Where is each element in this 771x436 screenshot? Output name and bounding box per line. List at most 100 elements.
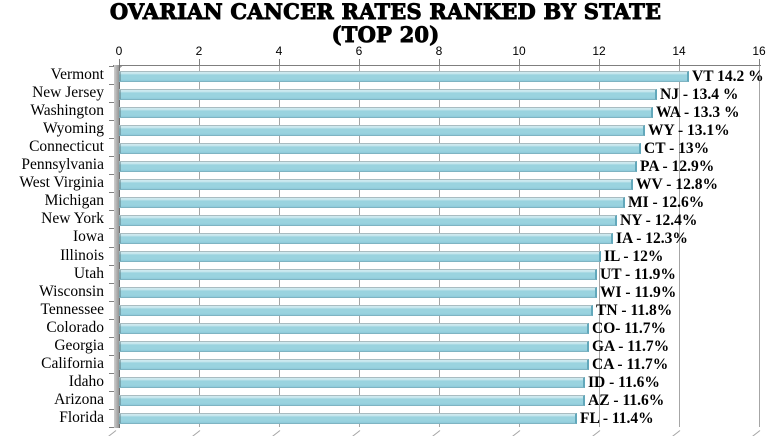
bar [119, 124, 645, 136]
y-tick-mark [109, 210, 114, 212]
category-label: Idaho [68, 372, 104, 390]
category-label: Colorado [46, 318, 104, 336]
bar-value-label: UT - 11.9% [600, 266, 676, 284]
bar [119, 70, 689, 82]
gridline-foot [591, 430, 601, 436]
x-tick-mark [599, 59, 600, 65]
chart-subtitle: (TOP 20) [331, 22, 440, 47]
bar-value-label: FL - 11.4% [580, 410, 654, 428]
bar-value-label: WV - 12.8% [636, 175, 718, 193]
category-label: Washington [30, 102, 104, 120]
x-tick-mark [439, 59, 440, 65]
gridline [591, 66, 601, 436]
bar [119, 160, 637, 172]
gridline-foot [671, 430, 681, 436]
y-tick-mark [109, 120, 114, 122]
y-tick-mark [109, 84, 114, 86]
y-tick-mark [109, 336, 114, 338]
plot-area [119, 66, 761, 436]
bar [119, 413, 577, 425]
category-label: Pennsylvania [21, 156, 104, 174]
y-tick-mark [109, 66, 114, 67]
gridline-foot [191, 430, 201, 436]
category-label: California [41, 354, 104, 372]
bar [119, 341, 589, 353]
gridline [191, 66, 201, 436]
gridline [351, 66, 361, 436]
y-tick-mark [109, 138, 114, 140]
gridline [751, 66, 761, 436]
category-labels: Vermont New Jersey Washington Wyoming Connec… [0, 66, 109, 427]
x-tick-label: 0 [115, 44, 123, 58]
gridline-foot [271, 430, 281, 436]
y-tick-mark [109, 282, 114, 284]
category-label: Illinois [60, 246, 104, 264]
gridline [511, 66, 521, 436]
bar-value-label: MI - 12.6% [628, 193, 705, 211]
category-label: Michigan [44, 192, 104, 210]
bar [119, 232, 613, 244]
bar [119, 287, 597, 299]
bar [119, 377, 585, 389]
category-label: West Virginia [19, 174, 104, 192]
bar [119, 359, 589, 371]
bar [119, 305, 593, 317]
gridline [271, 66, 281, 436]
gridline-foot [751, 430, 761, 436]
chart-title: OVARIAN CANCER RATES RANKED BY STATE [109, 0, 662, 24]
category-label: Iowa [73, 228, 104, 246]
bar [119, 196, 625, 208]
bar-value-label: TN - 11.8% [596, 302, 673, 320]
category-label: Arizona [54, 390, 104, 408]
bar-value-label: NJ - 13.4 % [660, 85, 739, 103]
category-label: Tennessee [40, 300, 104, 318]
x-axis-labels: 0 2 4 6 8 10 12 14 16 [115, 44, 766, 59]
x-tick-mark [279, 59, 280, 65]
y-axis-line [107, 65, 120, 436]
bar [119, 395, 585, 407]
x-tick-label: 4 [275, 44, 283, 58]
x-tick-label: 8 [435, 44, 443, 58]
x-tick-mark [519, 59, 520, 65]
category-label: Florida [59, 408, 104, 426]
y-tick-mark [109, 427, 114, 428]
category-label: Vermont [50, 66, 104, 83]
bar-value-label: WA - 13.3 % [656, 103, 740, 121]
bar-value-label: GA - 11.7% [592, 338, 670, 356]
bar [119, 323, 589, 335]
gridline [431, 66, 441, 436]
bar [119, 214, 617, 226]
x-tick-mark [359, 59, 360, 65]
x-tick-label: 12 [592, 44, 606, 58]
bar-value-label: AZ - 11.6% [588, 392, 665, 410]
chart-title-block: OVARIAN CANCER RATES RANKED BY STATE (TO… [0, 0, 771, 47]
y-tick-mark [109, 318, 114, 320]
y-tick-mark [109, 192, 114, 194]
bar [119, 106, 653, 118]
bar-value-label: CA - 11.7% [592, 356, 669, 374]
gridline-foot [511, 430, 521, 436]
x-axis-line [113, 59, 761, 72]
y-tick-mark [109, 102, 114, 104]
x-tick-label: 16 [752, 44, 766, 58]
y-tick-mark [109, 408, 114, 410]
gridline-foot [351, 430, 361, 436]
x-tick-mark [199, 59, 200, 65]
x-tick-mark [119, 59, 120, 65]
category-label: Wisconsin [39, 282, 104, 300]
category-label: Connecticut [29, 138, 104, 156]
bar-value-label: NY - 12.4% [620, 211, 698, 229]
y-tick-mark [109, 264, 114, 266]
category-label: Georgia [54, 336, 104, 354]
bar-value-label: CT - 13% [644, 139, 710, 157]
gridline-foot [431, 430, 441, 436]
x-tick-mark [679, 59, 680, 65]
y-tick-mark [109, 300, 114, 302]
x-tick-label: 2 [195, 44, 203, 58]
y-tick-mark [109, 246, 114, 248]
bar-value-label: ID - 11.6% [588, 374, 660, 392]
bar-value-label: IL - 12% [604, 248, 664, 266]
bar [119, 142, 641, 154]
gridline [671, 66, 681, 436]
